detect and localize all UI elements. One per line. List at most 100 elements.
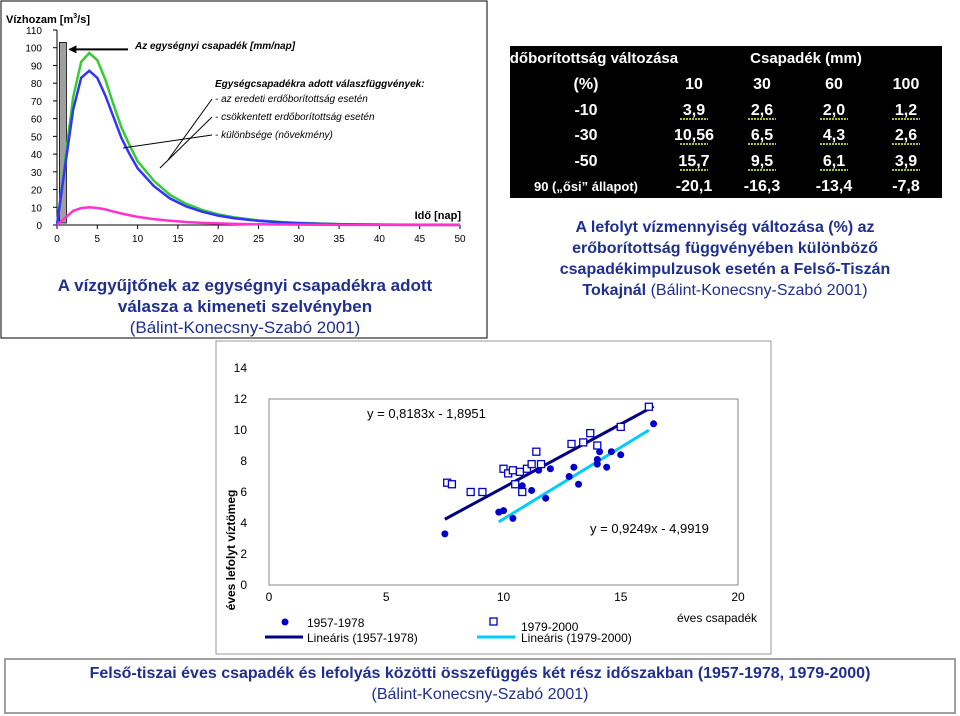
tbl-header-col-4: 100: [893, 76, 920, 93]
sc-point-0: [528, 486, 536, 494]
rf-y-tick-label: 20: [31, 186, 43, 197]
sc-trend-line-1: [498, 428, 650, 524]
sc-y-tick-label: 10: [234, 423, 248, 437]
tbl-cell-r3-c1: -20,1: [676, 178, 713, 195]
response-function-chart: 0 5 10 15 20 25 30 35 40 45 50 0 10 20 30 40 50 60 70 80 90 1…: [0, 0, 488, 339]
tbl-header-col-2: 30: [753, 76, 771, 93]
rf-xlabel: Idő [nap]: [415, 210, 462, 222]
sc-point-1: [532, 447, 541, 456]
tbl-cell-r0-c2: 2,6: [751, 102, 773, 119]
sc-point-1: [567, 439, 576, 449]
legend-label-1979-2000: 1979-2000: [521, 620, 579, 634]
table-caption-line-1: A lefolyt vízmennyiség változása (%) az: [575, 219, 875, 236]
rf-legend-arrow-2: [122, 134, 213, 149]
sc-point-0: [570, 463, 578, 471]
sc-plot-area: [268, 398, 739, 586]
table-caption-last-bold: Tokajnál: [582, 282, 647, 299]
sc-x-tick-label: 0: [266, 590, 273, 604]
sc-y-tick-label: 12: [234, 392, 248, 406]
sc-point-0: [500, 507, 507, 515]
sc-point-0: [441, 530, 449, 538]
legend-marker-1957-1978: [281, 618, 289, 626]
rf-y-tick-label: 30: [31, 168, 43, 179]
sc-point-0: [565, 473, 573, 480]
rf-ylabel-sup: 3: [73, 13, 77, 20]
sc-xlabel: éves csapadék: [677, 611, 758, 625]
tbl-cell-r3-c2: -16,3: [744, 178, 781, 195]
rf-y-tick-label: 0: [36, 221, 42, 232]
sc-y-tick-label: 8: [240, 454, 247, 468]
table-caption-line-3: csapadékimpulzusok esetén a Felső-Tiszán: [559, 261, 891, 278]
bottom-caption-source: (Bálint-Konecsny-Szabó 2001): [371, 686, 589, 703]
rf-legend-item-2: - különbsége (növekmény): [215, 130, 333, 141]
sc-point-0: [546, 465, 554, 473]
sc-point-1: [593, 441, 602, 450]
sc-point-1: [447, 480, 457, 489]
rf-legend-arrow-1: [159, 116, 213, 169]
table-caption-line-2: erőborítottság függvényében különböző: [572, 240, 878, 257]
rf-bar-pointer-head: [68, 45, 77, 54]
rf-legend-arrow-0: [167, 98, 213, 161]
rf-x-tick-label: 50: [454, 234, 466, 245]
rf-y-tick-label: 100: [25, 44, 42, 55]
rf-bar-label: Az egységnyi csapadék [mm/nap]: [134, 41, 296, 52]
rf-y-tick-label: 90: [31, 61, 43, 72]
sc-point-1: [499, 464, 508, 473]
tbl-header-precip: Csapadék (mm): [750, 50, 862, 67]
rf-rain-bar: [59, 42, 67, 224]
rf-series-line-2: [56, 206, 461, 227]
rf-caption-source: (Bálint-Konecsny-Szabó 2001): [129, 318, 361, 337]
rf-caption: A vízgyűjtőnek az egységnyi csapadékra a…: [20, 275, 470, 338]
sc-y-tick-label: 14: [234, 361, 248, 375]
tbl-cell-r3-c0: 90 („ősi” állapot): [534, 179, 638, 194]
sc-point-1: [518, 487, 527, 497]
rf-y-tick-label: 110: [26, 26, 42, 37]
legend-label-linear-1957-1978: Lineáris (1957-1978): [307, 631, 418, 645]
rf-x-tick-label: 0: [54, 234, 60, 245]
rf-legend-item-1: - csökkentett erdőborítottság esetén: [215, 112, 375, 123]
sc-point-0: [596, 448, 604, 456]
rf-x-tick-label: 5: [95, 234, 101, 245]
forest-cover-table: Erdőborítottság változása Csapadék (mm) (%…: [510, 46, 942, 198]
sc-point-1: [579, 438, 588, 447]
bottom-caption-line-1: Felső-tiszai éves csapadék és lefolyás k…: [89, 665, 871, 682]
sc-point-1: [536, 459, 546, 469]
sc-point-0: [617, 451, 625, 459]
rf-caption-line-1: A vízgyűjtőnek az egységnyi csapadékra a…: [57, 276, 433, 295]
tbl-cell-r0-c1: 3,9: [683, 102, 705, 119]
rf-legend-item-0: - az eredeti erdőborítottság esetén: [215, 94, 368, 105]
sc-trend-label-0: y = 0,8183x - 1,8951: [367, 406, 486, 421]
sc-x-tick-label: 20: [731, 590, 745, 604]
tbl-cell-r2-c3: 6,1: [823, 153, 845, 170]
sc-point-0: [518, 482, 526, 490]
tbl-cell-r1-c0: -30: [574, 127, 597, 144]
tbl-header-col-0: (%): [574, 76, 599, 93]
sc-x-tick-label: 15: [614, 590, 628, 604]
rf-legend-title: Egységcsapadékra adott válaszfüggvények:: [215, 79, 425, 90]
rf-x-tick-label: 25: [253, 234, 265, 245]
tbl-cell-r3-c3: -13,4: [816, 178, 853, 195]
bottom-caption-box: [4, 658, 956, 714]
rf-x-tick-label: 15: [172, 234, 184, 245]
sc-x-tick-label: 5: [383, 590, 390, 604]
precipitation-runoff-scatter: 0 5 10 15 20 0 2 4 6 8 10 12 14 éves lefolyt víztöme…: [215, 340, 772, 655]
sc-point-1: [508, 466, 518, 475]
tbl-cell-r2-c0: -50: [574, 153, 597, 170]
tbl-cell-r3-c4: -7,8: [892, 178, 920, 195]
table-caption-line-4: Tokajnál (Bálint-Konecsny-Szabó 2001): [505, 280, 945, 301]
sc-point-1: [515, 467, 525, 477]
sc-point-0: [575, 480, 583, 488]
sc-point-0: [535, 466, 543, 474]
tbl-cell-r0-c0: -10: [574, 102, 597, 119]
tbl-cell-r0-c3: 2,0: [823, 102, 845, 119]
tbl-cell-r2-c2: 9,5: [751, 153, 773, 170]
rf-y-tick-label: 50: [31, 132, 43, 143]
sc-point-1: [511, 480, 520, 489]
table-caption-source: (Bálint-Konecsny-Szabó 2001): [650, 282, 868, 299]
sc-y-tick-label: 2: [240, 547, 247, 561]
rf-x-tick-label: 35: [334, 234, 346, 245]
tbl-cell-r1-c2: 6,5: [751, 127, 773, 144]
rf-ylabel-prefix: Vízhozam [m: [6, 14, 73, 26]
sc-point-0: [607, 448, 615, 456]
sc-point-1: [478, 487, 487, 497]
